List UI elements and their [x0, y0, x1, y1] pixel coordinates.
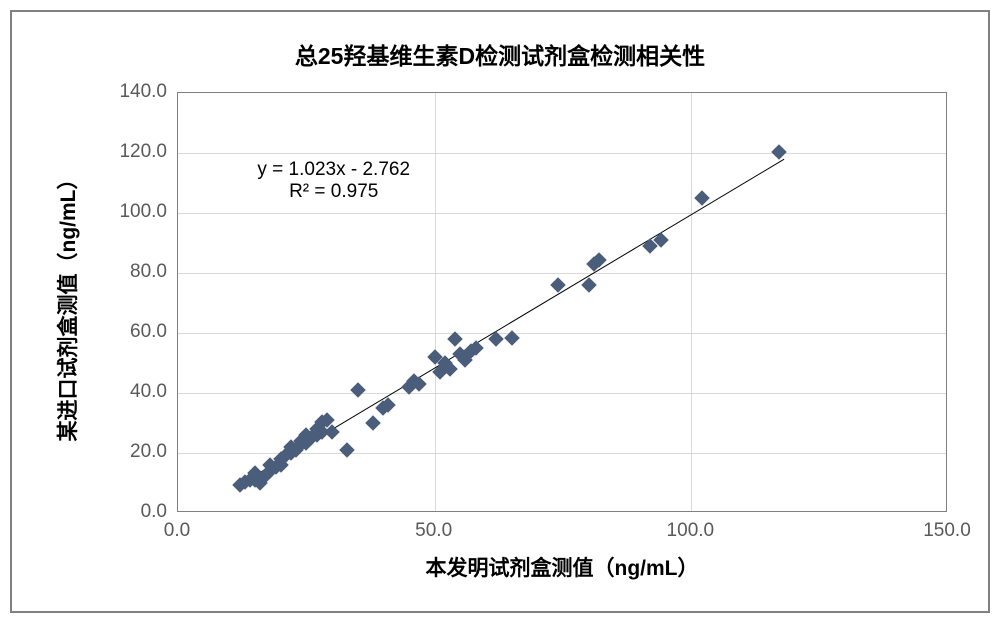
gridline-v	[435, 93, 436, 511]
x-tick-label: 150.0	[923, 520, 971, 542]
x-tick-label: 50.0	[415, 520, 452, 542]
gridline-v	[691, 93, 692, 511]
chart-outer-border: 总25羟基维生素D检测试剂盒检测相关性 y = 1.023x - 2.762 R…	[10, 10, 990, 613]
data-marker	[340, 442, 356, 458]
chart-title: 总25羟基维生素D检测试剂盒检测相关性	[12, 37, 988, 71]
y-axis-title: 某进口试剂盒测值（ng/mL）	[52, 95, 82, 515]
data-marker	[771, 144, 787, 160]
data-marker	[350, 382, 366, 398]
regression-annotation: y = 1.023x - 2.762 R² = 0.975	[257, 159, 410, 203]
gridline-h	[178, 333, 946, 334]
x-tick-label: 0.0	[164, 520, 190, 542]
x-axis-title: 本发明试剂盒测值（ng/mL）	[177, 552, 947, 582]
gridline-h	[178, 213, 946, 214]
gridline-h	[178, 393, 946, 394]
x-tick-label: 100.0	[667, 520, 715, 542]
gridline-h	[178, 153, 946, 154]
plot-area: y = 1.023x - 2.762 R² = 0.975	[177, 92, 947, 512]
chart-container: 总25羟基维生素D检测试剂盒检测相关性 y = 1.023x - 2.762 R…	[0, 0, 1000, 623]
data-marker	[365, 415, 381, 431]
gridline-h	[178, 273, 946, 274]
